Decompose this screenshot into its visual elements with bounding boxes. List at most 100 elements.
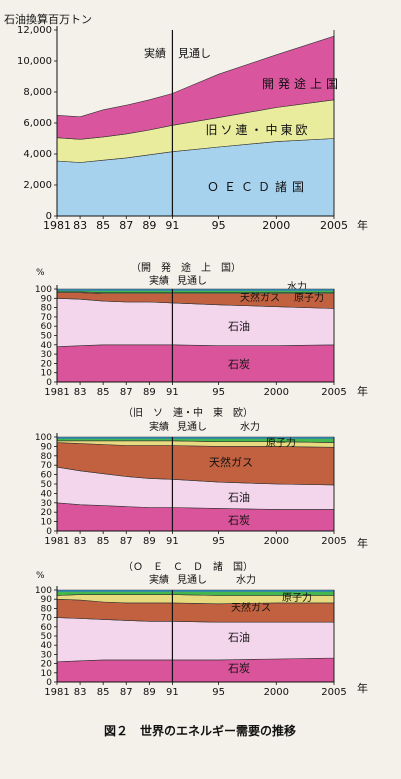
chart1-label-oecd: ＯＥＣＤ諸国 [207, 179, 309, 194]
xtick-label-2-4: 89 [143, 387, 156, 398]
chart3-year-unit: 年 [357, 536, 368, 550]
ytick-label-4-4: 40 [41, 641, 53, 651]
chart1-label-developing: 開発途上国 [262, 76, 342, 91]
xtick-label-4-4: 89 [143, 687, 156, 698]
chart4-label-oil: 石油 [228, 630, 250, 644]
ytick-label-1-4: 8,000 [23, 87, 52, 98]
chart3-label-actual: 実績 [149, 420, 169, 433]
xtick-label-3-2: 85 [97, 536, 110, 547]
xtick-label-3-3: 87 [120, 536, 133, 547]
xtick-label-3-0: 1981 [44, 536, 69, 547]
ytick-label-2-10: 100 [35, 285, 52, 295]
ytick-label-3-4: 40 [41, 489, 53, 499]
chart4-label-coal: 石炭 [228, 662, 250, 675]
ytick-label-3-9: 90 [41, 442, 53, 452]
chart4-label-actual: 実績 [149, 573, 169, 586]
ytick-label-3-5: 50 [41, 480, 53, 490]
chart4-title: （Ｏ Ｅ Ｃ Ｄ 諸 国） [123, 560, 253, 573]
ytick-label-4-8: 80 [41, 604, 53, 614]
area-2-series-0 [56, 344, 335, 383]
chart2-label-actual: 実績 [149, 274, 169, 287]
chart2-title: （開 発 途 上 国） [131, 261, 241, 274]
chart3-label-oil: 石油 [228, 490, 250, 504]
chart4-label-hydro: 水力 [236, 573, 256, 586]
chart4-label-nuclear: 原子力 [282, 591, 312, 604]
chart1-label-forecast: 見通し [178, 47, 211, 60]
ytick-label-3-2: 20 [41, 508, 53, 518]
ytick-label-1-2: 4,000 [23, 149, 52, 160]
xtick-label-3-6: 95 [212, 536, 225, 547]
figure-caption: 図２ 世界のエネルギー需要の推移 [104, 723, 296, 738]
xtick-label-3-1: 83 [74, 536, 87, 547]
ytick-label-1-1: 2,000 [23, 180, 52, 191]
chart1-year-unit: 年 [357, 218, 368, 232]
xtick-label-1-1: 83 [73, 219, 87, 232]
chart3-label-gas: 天然ガス [209, 455, 253, 469]
ytick-label-4-5: 50 [41, 632, 53, 642]
xtick-label-3-4: 89 [143, 536, 156, 547]
ytick-label-3-6: 60 [41, 471, 53, 481]
xtick-label-1-2: 85 [96, 219, 110, 232]
chart2-label-gas: 天然ガス [240, 291, 280, 304]
ytick-label-2-0: 0 [46, 378, 52, 388]
xtick-label-4-7: 2000 [264, 687, 289, 698]
chart-regional-demand: 石油換算百万トン 0 2,000 4,000 6,000 8,000 10,000 12,0… [4, 12, 368, 232]
ytick-label-4-6: 60 [41, 623, 53, 633]
xtick-label-4-3: 87 [120, 687, 133, 698]
xtick-label-1-8: 2005 [320, 219, 348, 232]
ytick-label-4-3: 30 [41, 650, 53, 660]
ytick-label-1-5: 10,000 [17, 56, 52, 67]
ytick-label-4-0: 0 [46, 678, 52, 688]
xtick-label-3-8: 2005 [321, 536, 346, 547]
xtick-label-1-3: 87 [119, 219, 133, 232]
xtick-label-4-2: 85 [97, 687, 110, 698]
xtick-label-1-0: 1981 [43, 219, 71, 232]
chart4-year-unit: 年 [357, 681, 368, 695]
chart-former-soviet-mix: （旧 ソ 連・中 東 欧） 実績 見通し 水力 0102030405060708… [35, 406, 368, 550]
chart3-label-coal: 石炭 [228, 514, 250, 527]
ytick-label-4-9: 90 [41, 595, 53, 605]
xtick-label-1-6: 95 [212, 219, 226, 232]
chart4-label-gas: 天然ガス [231, 601, 271, 614]
ytick-label-2-4: 40 [41, 341, 53, 351]
ytick-label-1-0: 0 [46, 211, 52, 222]
xtick-label-4-8: 2005 [321, 687, 346, 698]
xtick-label-2-2: 85 [97, 387, 110, 398]
chart1-ylabel: 石油換算百万トン [4, 12, 92, 26]
area-4-series-1 [56, 617, 335, 663]
ytick-label-2-9: 90 [41, 294, 53, 304]
ytick-label-2-8: 80 [41, 304, 53, 314]
xtick-label-2-8: 2005 [321, 387, 346, 398]
chart1-label-actual: 実績 [144, 46, 166, 60]
ytick-label-4-1: 10 [41, 669, 53, 679]
ytick-label-1-6: 12,000 [17, 25, 52, 36]
ytick-label-3-10: 100 [35, 433, 52, 443]
ytick-label-1-3: 6,000 [23, 118, 52, 129]
chart2-label-forecast: 見通し [177, 275, 207, 287]
chart-developing-mix: （開 発 途 上 国） % 実績 見通し 水力 0102030405060708… [35, 261, 368, 398]
chart-oecd-mix: （Ｏ Ｅ Ｃ Ｄ 諸 国） % 実績 見通し 水力 01020304050607… [35, 560, 368, 698]
chart4-ylabel: % [36, 571, 45, 581]
ytick-label-2-3: 30 [41, 350, 53, 360]
ytick-label-3-3: 30 [41, 499, 53, 509]
xtick-label-4-5: 91 [166, 687, 179, 698]
xtick-label-2-0: 1981 [44, 387, 69, 398]
chart3-label-forecast: 見通し [177, 421, 207, 433]
xtick-label-1-7: 2000 [262, 219, 290, 232]
xtick-label-4-1: 83 [74, 687, 87, 698]
ytick-label-2-5: 50 [41, 332, 53, 342]
xtick-label-4-0: 1981 [44, 687, 69, 698]
chart3-label-nuclear: 原子力 [266, 436, 296, 449]
ytick-label-4-10: 100 [35, 586, 52, 596]
xtick-label-1-5: 91 [165, 219, 179, 232]
chart2-year-unit: 年 [357, 384, 368, 398]
chart3-label-hydro: 水力 [240, 420, 260, 433]
chart2-label-nuclear: 原子力 [294, 291, 324, 304]
xtick-label-2-5: 91 [166, 387, 179, 398]
ytick-label-2-1: 10 [41, 369, 53, 379]
ytick-label-2-7: 70 [41, 313, 53, 323]
xtick-label-3-7: 2000 [264, 536, 289, 547]
xtick-label-4-6: 95 [212, 687, 225, 698]
xtick-label-2-7: 2000 [264, 387, 289, 398]
